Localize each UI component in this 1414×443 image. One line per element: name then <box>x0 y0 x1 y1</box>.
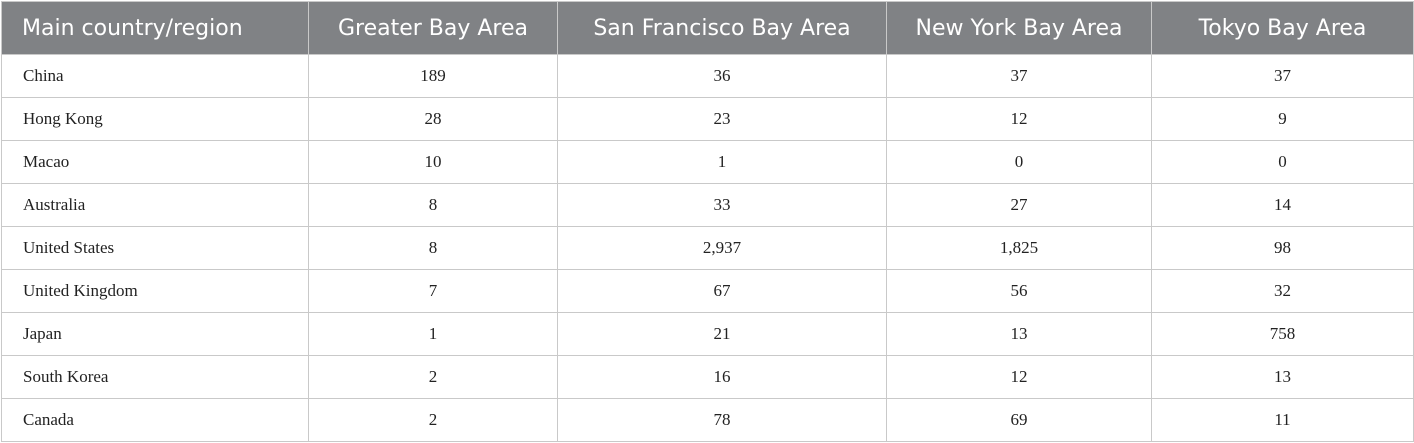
table-cell: 37 <box>1151 54 1414 98</box>
table-cell: 37 <box>886 54 1152 98</box>
row-label: United States <box>1 226 309 270</box>
table-header: Main country/region Greater Bay Area San F… <box>1 1 1414 55</box>
table-cell: 2 <box>308 355 558 399</box>
table-row: Macao 10 1 0 0 <box>1 140 1414 184</box>
table-row: Hong Kong 28 23 12 9 <box>1 97 1414 141</box>
table-cell: 1,825 <box>886 226 1152 270</box>
row-label: South Korea <box>1 355 309 399</box>
table-cell: 758 <box>1151 312 1414 356</box>
table-row: China 189 36 37 37 <box>1 54 1414 98</box>
table-cell: 33 <box>557 183 887 227</box>
row-label: United Kingdom <box>1 269 309 313</box>
table-cell: 78 <box>557 398 887 442</box>
table-cell: 2 <box>308 398 558 442</box>
row-label: China <box>1 54 309 98</box>
table-cell: 0 <box>1151 140 1414 184</box>
table-cell: 1 <box>308 312 558 356</box>
column-header: New York Bay Area <box>886 1 1152 55</box>
column-header: San Francisco Bay Area <box>557 1 887 55</box>
table-row: United Kingdom 7 67 56 32 <box>1 269 1414 313</box>
table-cell: 36 <box>557 54 887 98</box>
table-cell: 8 <box>308 226 558 270</box>
table-cell: 189 <box>308 54 558 98</box>
table-cell: 9 <box>1151 97 1414 141</box>
table-cell: 27 <box>886 183 1152 227</box>
table-row: Australia 8 33 27 14 <box>1 183 1414 227</box>
table-cell: 13 <box>1151 355 1414 399</box>
table-cell: 69 <box>886 398 1152 442</box>
table-cell: 13 <box>886 312 1152 356</box>
table-row: United States 8 2,937 1,825 98 <box>1 226 1414 270</box>
table-cell: 23 <box>557 97 887 141</box>
table-cell: 8 <box>308 183 558 227</box>
table-cell: 21 <box>557 312 887 356</box>
table-cell: 28 <box>308 97 558 141</box>
column-header: Tokyo Bay Area <box>1151 1 1414 55</box>
table-cell: 32 <box>1151 269 1414 313</box>
header-row: Main country/region Greater Bay Area San F… <box>1 1 1414 55</box>
table-cell: 11 <box>1151 398 1414 442</box>
row-label: Hong Kong <box>1 97 309 141</box>
table-cell: 12 <box>886 355 1152 399</box>
table-row: Canada 2 78 69 11 <box>1 398 1414 442</box>
row-label: Japan <box>1 312 309 356</box>
row-label: Canada <box>1 398 309 442</box>
table-cell: 16 <box>557 355 887 399</box>
table-body: China 189 36 37 37 Hong Kong 28 23 12 9 Macao 10 1 0 0… <box>1 54 1414 442</box>
table-cell: 7 <box>308 269 558 313</box>
table-cell: 1 <box>557 140 887 184</box>
column-header: Main country/region <box>1 1 309 55</box>
table-row: Japan 1 21 13 758 <box>1 312 1414 356</box>
row-label: Australia <box>1 183 309 227</box>
table-cell: 14 <box>1151 183 1414 227</box>
table-cell: 10 <box>308 140 558 184</box>
table-cell: 2,937 <box>557 226 887 270</box>
row-label: Macao <box>1 140 309 184</box>
table-cell: 56 <box>886 269 1152 313</box>
table-cell: 98 <box>1151 226 1414 270</box>
table-cell: 12 <box>886 97 1152 141</box>
table-cell: 0 <box>886 140 1152 184</box>
table-row: South Korea 2 16 12 13 <box>1 355 1414 399</box>
table-cell: 67 <box>557 269 887 313</box>
column-header: Greater Bay Area <box>308 1 558 55</box>
